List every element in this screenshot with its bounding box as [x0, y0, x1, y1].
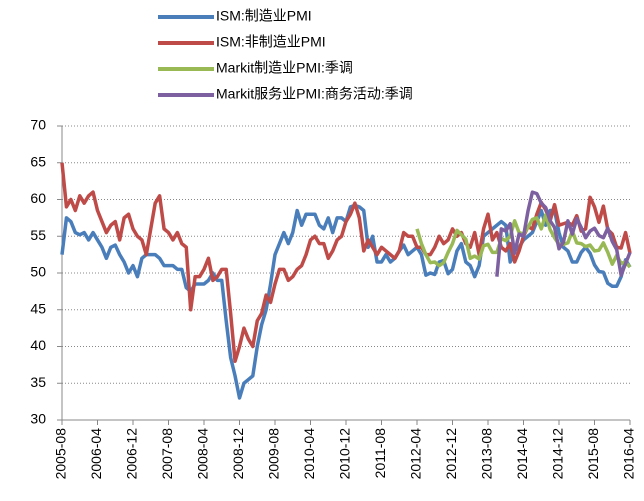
y-tick-label: 50: [30, 264, 46, 280]
y-tick-label: 40: [30, 337, 46, 353]
x-tick-label: 2006-12: [124, 428, 140, 480]
y-tick-label: 70: [30, 117, 46, 133]
x-tick-label: 2005-08: [53, 428, 69, 480]
y-tick-label: 35: [30, 374, 46, 390]
series-line: [60, 162, 632, 363]
x-tick-label: 2012-12: [443, 428, 459, 480]
y-tick-label: 45: [30, 300, 46, 316]
x-tick-label: 2013-08: [479, 428, 495, 480]
legend-label: Markit服务业PMI:商务活动:季调: [216, 86, 413, 102]
x-tick-label: 2010-04: [301, 428, 317, 480]
legend-label: Markit制造业PMI:季调: [216, 60, 353, 76]
x-tick-label: 2010-12: [337, 428, 353, 480]
y-tick-label: 65: [30, 153, 46, 169]
legend-label: ISM:制造业PMI: [216, 8, 312, 24]
x-tick-label: 2007-08: [159, 428, 175, 480]
x-tick-label: 2014-12: [550, 428, 566, 480]
y-tick-label: 30: [30, 411, 46, 427]
x-tick-label: 2008-12: [230, 428, 246, 480]
x-tick-label: 2015-08: [585, 428, 601, 480]
x-tick-label: 2008-04: [195, 428, 211, 480]
y-tick-label: 60: [30, 190, 46, 206]
x-tick-label: 2006-04: [88, 428, 104, 480]
y-tick-label: 55: [30, 227, 46, 243]
x-tick-label: 2012-04: [408, 428, 424, 480]
legend-label: ISM:非制造业PMI: [216, 34, 326, 50]
series-line: [495, 190, 632, 277]
series-line: [60, 203, 632, 400]
x-tick-label: 2016-04: [621, 428, 637, 480]
x-tick-label: 2009-08: [266, 428, 282, 480]
x-tick-label: 2011-08: [372, 428, 388, 479]
x-tick-label: 2014-04: [514, 428, 530, 480]
